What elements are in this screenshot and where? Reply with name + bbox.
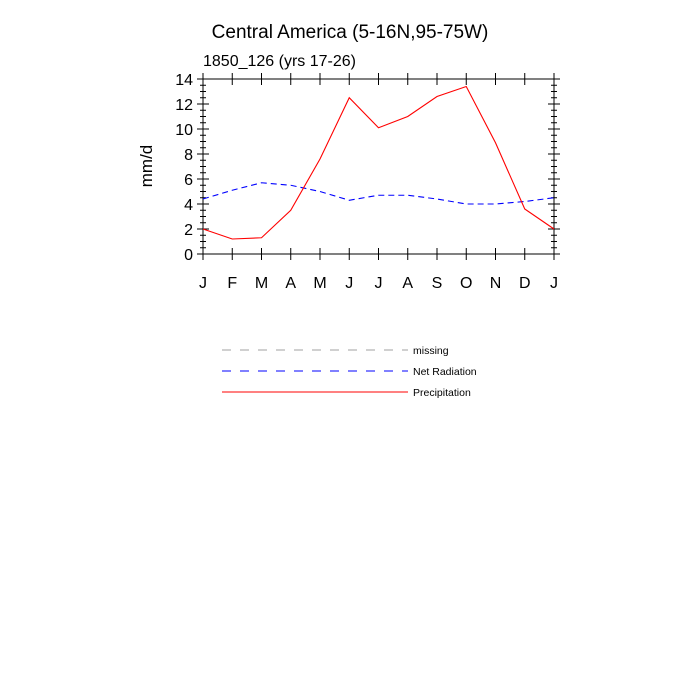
y-tick-label: 10 <box>175 122 193 139</box>
legend-label-precipitation: Precipitation <box>413 387 471 399</box>
x-tick-label: M <box>255 275 268 292</box>
y-tick-label: 8 <box>184 147 193 164</box>
y-tick-label: 14 <box>175 72 193 89</box>
x-tick-label: N <box>490 275 502 292</box>
series-line-precipitation <box>202 85 555 240</box>
legend: missing Net Radiation Precipitation <box>222 345 477 399</box>
x-tick-label: J <box>199 275 207 292</box>
x-tick-label: M <box>313 275 326 292</box>
x-tick-label: S <box>432 275 443 292</box>
y-tick-label: 12 <box>175 97 193 114</box>
series-group <box>202 85 555 240</box>
chart-subtitle: 1850_126 (yrs 17-26) <box>203 53 356 70</box>
x-tick-label: O <box>460 275 472 292</box>
x-tick-label: F <box>227 275 237 292</box>
series-line-net-radiation <box>202 182 555 205</box>
chart-title: Central America (5-16N,95-75W) <box>212 22 489 43</box>
legend-label-net-radiation: Net Radiation <box>413 366 477 378</box>
y-tick-label: 2 <box>184 222 193 239</box>
plot-frame <box>202 78 555 255</box>
y-tick-label: 4 <box>184 197 193 214</box>
x-tick-label: A <box>285 275 296 292</box>
legend-label-missing: missing <box>413 345 449 357</box>
x-tick-label: D <box>519 275 531 292</box>
x-tick-label: J <box>550 275 558 292</box>
x-tick-label: J <box>375 275 383 292</box>
y-tick-label: 0 <box>184 247 193 264</box>
x-tick-label: A <box>402 275 413 292</box>
x-tick-label: J <box>345 275 353 292</box>
y-tick-label: 6 <box>184 172 193 189</box>
y-axis-label: mm/d <box>137 145 156 188</box>
